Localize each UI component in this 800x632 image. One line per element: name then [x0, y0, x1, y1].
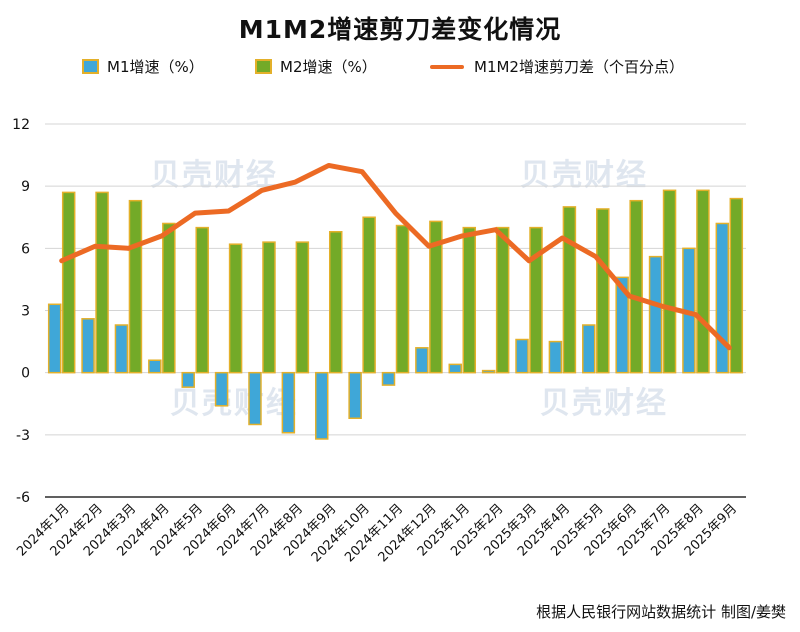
- bar-m1-8: [314, 371, 329, 440]
- bar-m2-3: [162, 222, 176, 374]
- point-gap-2: [127, 247, 129, 249]
- bar-m1-3: [148, 359, 162, 374]
- point-gap-3: [161, 235, 163, 237]
- chart-title: M1M2增速剪刀差变化情况: [238, 15, 562, 44]
- y-tick-label: -6: [16, 490, 30, 506]
- point-gap-18: [662, 305, 664, 307]
- point-gap-0: [61, 260, 63, 262]
- legend-swatch-m2: [255, 59, 272, 74]
- bar-m2-20: [729, 197, 744, 374]
- bar-m2-8: [328, 231, 343, 374]
- y-tick-label: 9: [21, 179, 30, 195]
- bar-m2-15: [562, 206, 577, 374]
- y-tick-label: 12: [12, 117, 30, 133]
- bar-m2-6: [262, 241, 276, 374]
- point-gap-15: [561, 237, 563, 239]
- bar-m1-20: [715, 222, 730, 374]
- y-tick-label: 6: [21, 241, 30, 257]
- bar-m2-13: [495, 226, 510, 374]
- bar-m1-4: [181, 371, 195, 388]
- bar-m1-11: [415, 347, 429, 374]
- bar-m2-4: [195, 226, 209, 374]
- point-gap-11: [428, 245, 430, 247]
- legend-label-m1: M1增速（%）: [107, 58, 204, 76]
- point-gap-12: [461, 235, 463, 237]
- source-note: 根据人民银行网站数据统计 制图/姜樊: [536, 603, 786, 621]
- bar-m1-15: [548, 340, 563, 374]
- line-gap-series: [59, 162, 732, 351]
- bar-m1-13: [481, 369, 496, 374]
- bar-m2-5: [228, 243, 243, 374]
- point-gap-7: [294, 181, 296, 183]
- point-gap-8: [328, 164, 330, 166]
- legend-item-m2: M2增速（%）: [255, 56, 377, 77]
- y-tick-label: -3: [16, 428, 30, 444]
- point-gap-19: [695, 314, 697, 316]
- point-gap-10: [395, 212, 396, 214]
- legend-line-gap: [430, 64, 464, 69]
- point-gap-6: [261, 189, 263, 191]
- bar-m2-18: [662, 189, 677, 374]
- point-gap-14: [528, 260, 530, 262]
- legend-label-gap: M1M2增速剪刀差（个百分点）: [474, 58, 684, 76]
- y-tick-label: 0: [21, 366, 30, 382]
- y-tick-label: 3: [21, 304, 30, 320]
- bar-m2-16: [596, 208, 610, 374]
- point-gap-1: [94, 245, 96, 247]
- legend-item-gap: M1M2增速剪刀差（个百分点）: [430, 56, 684, 77]
- point-gap-20: [728, 347, 730, 349]
- bar-m2-1: [95, 191, 109, 374]
- point-gap-4: [194, 212, 196, 214]
- bar-m1-12: [448, 363, 463, 374]
- bar-m2-11: [429, 220, 443, 374]
- bar-m1-14: [515, 338, 529, 374]
- point-gap-5: [228, 210, 230, 212]
- legend-swatch-m1: [82, 59, 99, 74]
- point-gap-16: [595, 256, 597, 258]
- bar-m1-5: [214, 371, 229, 407]
- bar-m2-9: [362, 216, 376, 374]
- bar-m1-17: [615, 276, 629, 374]
- bar-m2-17: [629, 199, 643, 374]
- bar-m1-9: [348, 371, 362, 420]
- bar-m2-12: [462, 226, 477, 374]
- chart-legend: M1增速（%） M2增速（%） M1M2增速剪刀差（个百分点）: [0, 56, 800, 80]
- legend-item-m1: M1增速（%）: [82, 56, 204, 77]
- bar-m1-6: [248, 371, 262, 426]
- bar-m2-2: [128, 199, 143, 374]
- point-gap-17: [628, 295, 630, 297]
- bar-m1-16: [582, 324, 596, 374]
- bar-m1-10: [381, 371, 396, 386]
- bar-m1-2: [114, 324, 129, 374]
- legend-label-m2: M2增速（%）: [280, 58, 377, 76]
- bar-m2-0: [61, 191, 76, 374]
- bar-m2-19: [696, 189, 710, 374]
- bar-m2-14: [529, 226, 543, 374]
- point-gap-9: [361, 171, 363, 173]
- bar-m1-1: [81, 318, 95, 374]
- bar-m1-18: [648, 255, 663, 374]
- bar-m1-0: [47, 303, 62, 374]
- point-gap-13: [495, 229, 497, 231]
- bar-m2-7: [295, 241, 310, 374]
- bar-m1-7: [281, 371, 296, 434]
- bar-m2-10: [395, 224, 410, 374]
